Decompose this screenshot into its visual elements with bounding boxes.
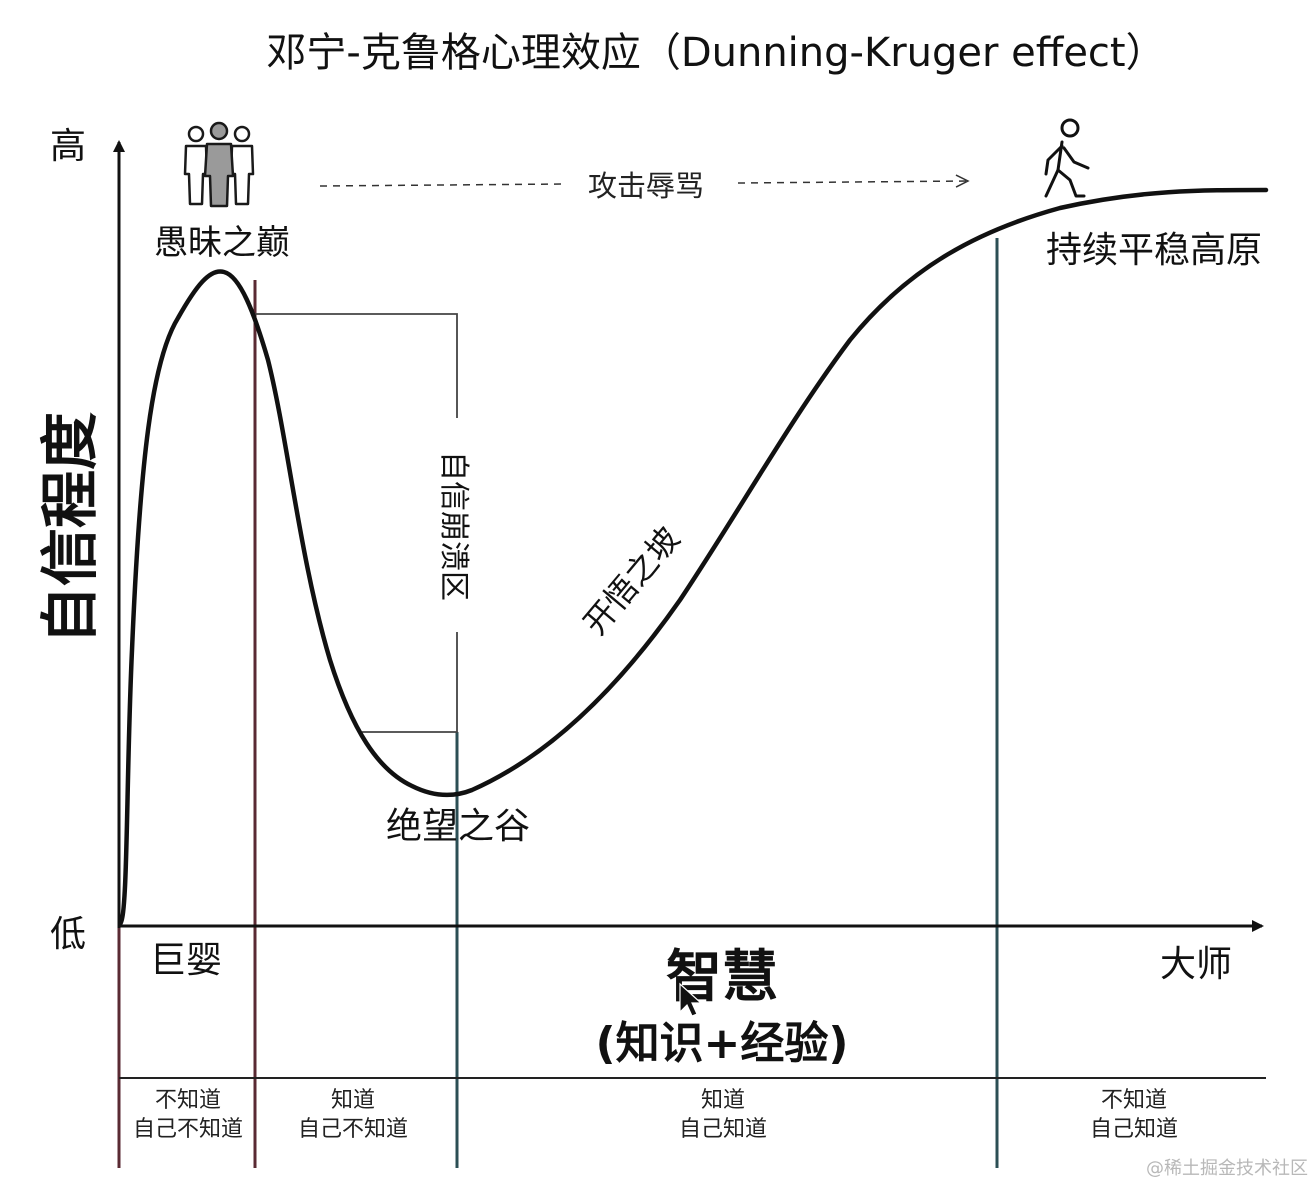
valley-label: 绝望之谷 [386, 806, 530, 847]
y-axis-low-label: 低 [50, 914, 86, 955]
stage-1-line2: 自己不知道 [133, 1117, 243, 1142]
stage-4-line1: 不知道 [1101, 1088, 1167, 1113]
y-axis-high-label: 高 [50, 126, 86, 167]
x-axis-start-label: 巨婴 [150, 940, 222, 981]
x-axis-end-label: 大师 [1160, 944, 1232, 985]
walking-person-icon [1044, 118, 1090, 198]
stage-3-line1: 知道 [701, 1088, 745, 1113]
peak-label: 愚昧之巅 [154, 223, 290, 263]
attack-label: 攻击辱骂 [588, 169, 704, 203]
stage-3-line2: 自己知道 [679, 1117, 767, 1142]
slope-label: 开悟之坡 [576, 520, 687, 642]
stage-4-line2: 自己知道 [1090, 1117, 1178, 1142]
stage-1-line1: 不知道 [155, 1088, 221, 1113]
plateau-label: 持续平稳高原 [1046, 230, 1262, 271]
attack-arrow-left [319, 183, 567, 187]
collapse-label: 自信崩溃区 [436, 451, 471, 601]
watermark: @稀土掘金技术社区 [1146, 1158, 1308, 1179]
y-axis-title: 自信程度 [36, 412, 104, 644]
collapse-zone-bracket [255, 313, 458, 733]
diagram-title: 邓宁-克鲁格心理效应（Dunning-Kruger effect） [266, 30, 1165, 76]
confidence-curve [117, 187, 1269, 927]
group-of-people-icon [183, 121, 255, 208]
mouse-cursor-icon [679, 982, 703, 1017]
x-axis-subtitle: (知识+经验) [595, 1018, 848, 1069]
stage-2-line2: 自己不知道 [298, 1117, 408, 1142]
stage-2-line1: 知道 [331, 1088, 375, 1113]
attack-arrow-right [737, 174, 970, 188]
